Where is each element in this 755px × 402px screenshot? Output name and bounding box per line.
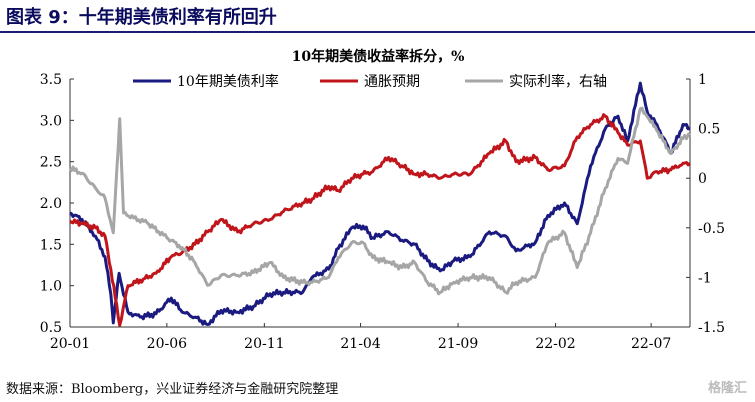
series-line-2: [69, 113, 691, 327]
x-tick-label: 20-06: [147, 336, 187, 352]
axes: 0.5 1.0 1.5 2.0 2.5 3.0 3.5 -1.5 -1 -0.5 0 0.5 1 20-0…: [40, 72, 725, 352]
x-tick-label: 20-01: [50, 336, 90, 352]
y-right-tick-label: -0.5: [698, 221, 725, 237]
series-line-1: [69, 81, 691, 326]
series-line-3: [68, 106, 691, 296]
y-left-tick-label: 2.5: [40, 155, 62, 171]
x-tick-label: 20-11: [244, 336, 284, 352]
y-left-tick-label: 2.0: [40, 196, 62, 212]
legend-label: 10年期美债利率: [177, 73, 279, 90]
legend-label: 通胀预期: [364, 74, 420, 90]
y-left-tick-label: 1.5: [40, 237, 62, 253]
header-divider: [0, 31, 755, 33]
y-right-tick-label: 1: [698, 72, 707, 88]
y-left-tick-label: 3.0: [40, 113, 62, 129]
y-right-tick-label: -1: [698, 270, 712, 286]
legend: 10年期美债利率 通胀预期 实际利率，右轴: [133, 73, 607, 90]
x-tick-label: 21-09: [438, 336, 478, 352]
figure-header: 图表 9：十年期美债利率有所回升: [0, 0, 755, 33]
y-left-tick-label: 1.0: [40, 279, 62, 295]
series-lines: [68, 81, 691, 327]
y-right-tick-label: -1.5: [698, 320, 725, 336]
data-source-note: 数据来源：Bloomberg，兴业证券经济与金融研究院整理: [6, 382, 339, 397]
x-tick-label: 21-04: [340, 336, 380, 352]
y-right-tick-label: 0.5: [698, 122, 720, 138]
x-tick-label: 22-07: [631, 336, 671, 352]
watermark: 格隆汇: [707, 381, 747, 396]
chart: 10年期美债收益率拆分，% 10年期美债利率 通胀预期 实际利率，右轴 0.5 1.0…: [40, 48, 725, 352]
figure-title: 图表 9：十年期美债利率有所回升: [6, 7, 277, 28]
y-left-tick-label: 3.5: [40, 72, 62, 88]
y-left-tick-label: 0.5: [40, 320, 62, 336]
x-tick-label: 22-02: [535, 336, 575, 352]
y-right-tick-label: 0: [698, 171, 707, 187]
chart-title: 10年期美债收益率拆分，%: [292, 48, 465, 65]
legend-label: 实际利率，右轴: [509, 73, 607, 90]
